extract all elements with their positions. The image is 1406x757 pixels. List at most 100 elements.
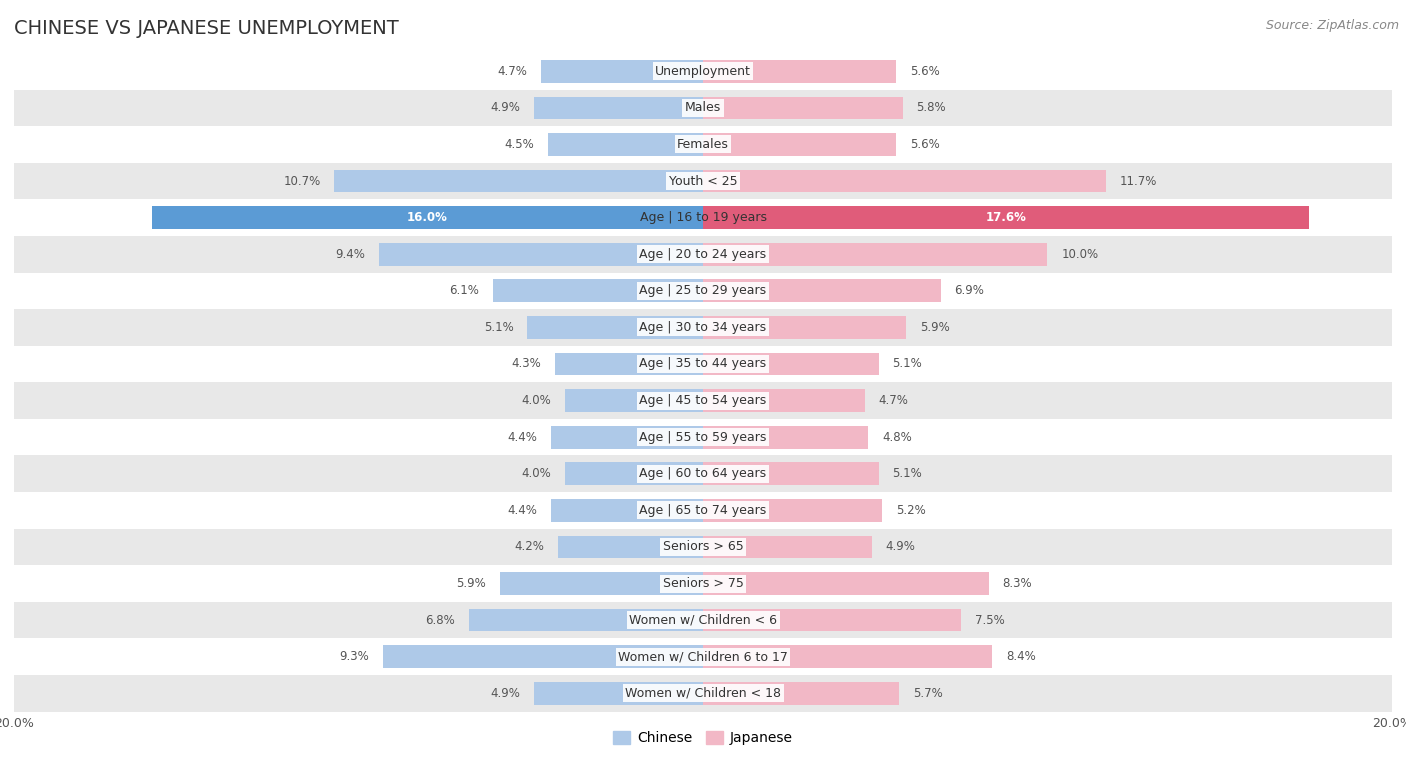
Bar: [499, 572, 703, 595]
Bar: [703, 207, 1309, 229]
Text: Age | 45 to 54 years: Age | 45 to 54 years: [640, 394, 766, 407]
Bar: [703, 682, 900, 705]
Text: Age | 16 to 19 years: Age | 16 to 19 years: [640, 211, 766, 224]
Text: 5.9%: 5.9%: [456, 577, 486, 590]
Text: 7.5%: 7.5%: [976, 614, 1005, 627]
Bar: [14, 199, 1392, 236]
Bar: [14, 602, 1392, 638]
Text: Age | 65 to 74 years: Age | 65 to 74 years: [640, 504, 766, 517]
Text: 11.7%: 11.7%: [1119, 175, 1157, 188]
Bar: [534, 97, 703, 119]
Text: 4.0%: 4.0%: [522, 467, 551, 480]
Bar: [555, 353, 703, 375]
Text: Age | 60 to 64 years: Age | 60 to 64 years: [640, 467, 766, 480]
Text: Age | 35 to 44 years: Age | 35 to 44 years: [640, 357, 766, 370]
Bar: [14, 456, 1392, 492]
Text: Females: Females: [678, 138, 728, 151]
Bar: [382, 646, 703, 668]
Text: Women w/ Children < 18: Women w/ Children < 18: [626, 687, 780, 699]
Bar: [703, 646, 993, 668]
Bar: [703, 60, 896, 83]
Bar: [703, 463, 879, 485]
Text: 4.8%: 4.8%: [882, 431, 912, 444]
Text: CHINESE VS JAPANESE UNEMPLOYMENT: CHINESE VS JAPANESE UNEMPLOYMENT: [14, 18, 399, 38]
Bar: [703, 133, 896, 156]
Bar: [703, 609, 962, 631]
Bar: [551, 499, 703, 522]
Text: 5.7%: 5.7%: [912, 687, 943, 699]
Text: 4.3%: 4.3%: [512, 357, 541, 370]
Bar: [703, 499, 882, 522]
Bar: [14, 273, 1392, 309]
Text: 5.2%: 5.2%: [896, 504, 925, 517]
Bar: [14, 675, 1392, 712]
Bar: [14, 346, 1392, 382]
Text: 6.9%: 6.9%: [955, 285, 984, 298]
Text: 17.6%: 17.6%: [986, 211, 1026, 224]
Bar: [14, 382, 1392, 419]
Text: 16.0%: 16.0%: [406, 211, 449, 224]
Bar: [703, 353, 879, 375]
Text: 4.4%: 4.4%: [508, 431, 537, 444]
Text: 5.6%: 5.6%: [910, 138, 939, 151]
Bar: [703, 316, 907, 338]
Bar: [14, 309, 1392, 346]
Text: 5.1%: 5.1%: [484, 321, 513, 334]
Bar: [703, 536, 872, 558]
Text: 4.7%: 4.7%: [879, 394, 908, 407]
Text: 8.3%: 8.3%: [1002, 577, 1032, 590]
Bar: [548, 133, 703, 156]
Bar: [541, 60, 703, 83]
Bar: [14, 419, 1392, 456]
Bar: [152, 207, 703, 229]
Text: 9.3%: 9.3%: [339, 650, 368, 663]
Text: 5.1%: 5.1%: [893, 467, 922, 480]
Text: Women w/ Children < 6: Women w/ Children < 6: [628, 614, 778, 627]
Text: 4.5%: 4.5%: [505, 138, 534, 151]
Bar: [14, 89, 1392, 126]
Text: Age | 30 to 34 years: Age | 30 to 34 years: [640, 321, 766, 334]
Text: 5.1%: 5.1%: [893, 357, 922, 370]
Bar: [14, 236, 1392, 273]
Bar: [380, 243, 703, 266]
Bar: [494, 279, 703, 302]
Bar: [14, 126, 1392, 163]
Bar: [14, 163, 1392, 199]
Bar: [703, 279, 941, 302]
Bar: [14, 53, 1392, 89]
Text: 4.4%: 4.4%: [508, 504, 537, 517]
Text: Seniors > 75: Seniors > 75: [662, 577, 744, 590]
Text: 4.2%: 4.2%: [515, 540, 544, 553]
Text: Unemployment: Unemployment: [655, 65, 751, 78]
Bar: [335, 170, 703, 192]
Text: 4.9%: 4.9%: [491, 101, 520, 114]
Text: Age | 25 to 29 years: Age | 25 to 29 years: [640, 285, 766, 298]
Text: 6.8%: 6.8%: [425, 614, 456, 627]
Bar: [551, 426, 703, 448]
Text: 4.9%: 4.9%: [886, 540, 915, 553]
Text: 8.4%: 8.4%: [1007, 650, 1036, 663]
Text: 5.8%: 5.8%: [917, 101, 946, 114]
Text: 4.9%: 4.9%: [491, 687, 520, 699]
Text: Age | 20 to 24 years: Age | 20 to 24 years: [640, 248, 766, 260]
Bar: [14, 492, 1392, 528]
Bar: [534, 682, 703, 705]
Text: Age | 55 to 59 years: Age | 55 to 59 years: [640, 431, 766, 444]
Bar: [703, 426, 869, 448]
Legend: Chinese, Japanese: Chinese, Japanese: [607, 726, 799, 751]
Bar: [703, 97, 903, 119]
Bar: [558, 536, 703, 558]
Text: Youth < 25: Youth < 25: [669, 175, 737, 188]
Text: 6.1%: 6.1%: [450, 285, 479, 298]
Text: 10.7%: 10.7%: [284, 175, 321, 188]
Text: 4.7%: 4.7%: [498, 65, 527, 78]
Bar: [565, 389, 703, 412]
Bar: [527, 316, 703, 338]
Bar: [703, 243, 1047, 266]
Text: Women w/ Children 6 to 17: Women w/ Children 6 to 17: [619, 650, 787, 663]
Text: Males: Males: [685, 101, 721, 114]
Bar: [703, 572, 988, 595]
Bar: [14, 565, 1392, 602]
Text: 4.0%: 4.0%: [522, 394, 551, 407]
Bar: [14, 528, 1392, 565]
